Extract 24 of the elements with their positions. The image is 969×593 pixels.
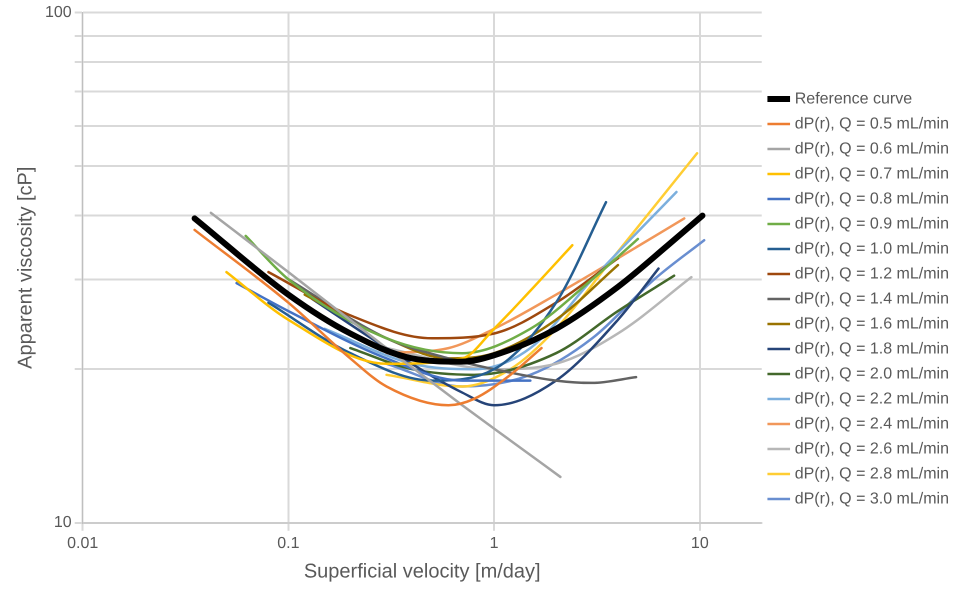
legend-label: dP(r), Q = 1.2 mL/min [794, 265, 949, 282]
legend-label: dP(r), Q = 0.9 mL/min [794, 215, 949, 232]
legend-label: dP(r), Q = 1.0 mL/min [794, 240, 949, 258]
x-tick-label: 10 [690, 534, 709, 552]
x-tick-label: 0.01 [67, 534, 98, 552]
legend-label: dP(r), Q = 1.4 mL/min [794, 290, 949, 308]
legend-label: dP(r), Q = 0.6 mL/min [794, 140, 949, 158]
legend-label: dP(r), Q = 2.2 mL/min [794, 390, 949, 408]
legend-label: dP(r), Q = 1.6 mL/min [794, 315, 949, 332]
x-tick-label: 0.1 [277, 534, 300, 552]
legend-label: dP(r), Q = 2.6 mL/min [794, 440, 949, 458]
x-axis-title: Superficial velocity [m/day] [304, 560, 541, 583]
y-tick-label: 100 [44, 4, 72, 22]
y-axis-title: Apparent viscosity [cP] [14, 166, 37, 369]
legend-label: dP(r), Q = 0.7 mL/min [794, 165, 949, 182]
legend-label: Reference curve [794, 90, 912, 108]
legend-label: dP(r), Q = 1.8 mL/min [794, 340, 949, 358]
legend-label: dP(r), Q = 2.0 mL/min [794, 365, 949, 382]
legend-label: dP(r), Q = 2.4 mL/min [794, 415, 949, 432]
legend-label: dP(r), Q = 3.0 mL/min [794, 490, 949, 508]
legend-label: dP(r), Q = 2.8 mL/min [794, 465, 949, 482]
x-tick-label: 1 [490, 534, 499, 552]
legend-label: dP(r), Q = 0.8 mL/min [794, 190, 949, 208]
legend-label: dP(r), Q = 0.5 mL/min [794, 115, 949, 132]
